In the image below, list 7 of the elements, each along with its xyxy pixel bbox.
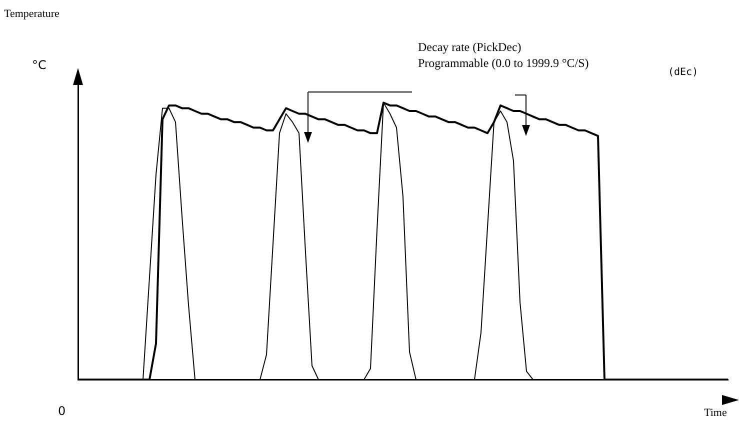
text: Temperature bbox=[4, 8, 60, 20]
text: 0 bbox=[58, 404, 66, 418]
text: (dEc) bbox=[668, 67, 698, 78]
text: Programmable (0.0 to 1999.9 °C/S) bbox=[418, 56, 589, 71]
x-axis-title: Time bbox=[704, 407, 727, 419]
text: °C bbox=[32, 58, 46, 72]
text: Decay rate (PickDec) bbox=[418, 40, 522, 55]
